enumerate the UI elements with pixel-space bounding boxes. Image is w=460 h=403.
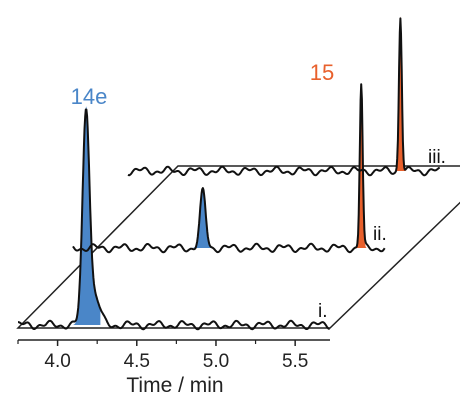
peak-fill [190,192,218,248]
trace-line [127,17,441,177]
x-tick-label: 5.0 [203,351,229,372]
trace-3: iii. [127,16,446,177]
peak-fill [73,106,101,325]
trace-label: i. [318,301,328,322]
x-tick-label: 5.5 [282,351,308,372]
x-axis-title: Time / min [126,374,223,397]
trace-line [72,83,386,254]
trace-2: ii. [72,83,387,254]
x-tick-label: 4.5 [124,351,150,372]
peak-label-15: 15 [310,60,334,85]
trace-1: i. [17,106,330,331]
trace-label: iii. [428,147,446,168]
trace-label: ii. [373,224,387,245]
traces: i. ii. iii. [17,16,446,331]
trace-planes [16,165,460,329]
trace-line [17,108,330,331]
x-tick-label: 4.0 [44,351,70,372]
peak-label-14e: 14e [71,84,108,109]
depth-frame [16,165,460,329]
x-axis: 4.0 4.5 5.0 5.5 [17,339,330,372]
